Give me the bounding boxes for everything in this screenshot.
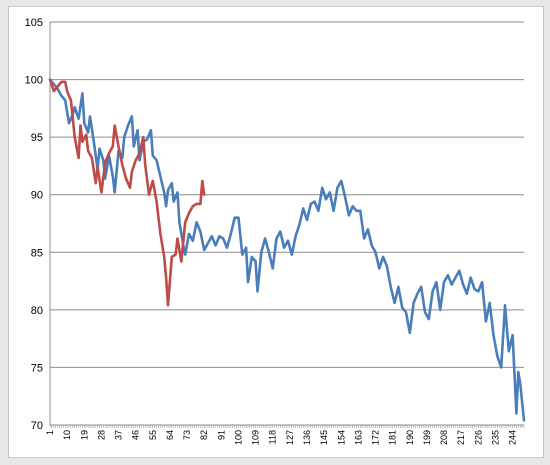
x-tick-label: 46 (131, 430, 141, 440)
x-tick-label: 1 (45, 430, 55, 435)
y-tick-label: 80 (31, 305, 43, 317)
x-tick-label: 10 (62, 430, 72, 440)
x-tick-label: 217 (456, 430, 466, 445)
x-tick-label: 100 (233, 430, 243, 445)
y-tick-label: 70 (31, 420, 43, 432)
x-tick-label: 244 (508, 430, 518, 445)
series-line-1 (48, 78, 526, 422)
x-tick-label: 190 (405, 430, 415, 445)
x-tick-label: 199 (422, 430, 432, 445)
x-tick-label: 127 (285, 430, 295, 445)
x-tick-label: 19 (79, 430, 89, 440)
x-tick-label: 226 (473, 430, 483, 445)
y-tick-label: 90 (31, 190, 43, 202)
x-tick-label: 37 (114, 430, 124, 440)
x-tick-label: 154 (336, 430, 346, 445)
y-tick-label: 100 (25, 75, 43, 87)
x-tick-label: 208 (439, 430, 449, 445)
x-tick-label: 55 (148, 430, 158, 440)
x-tick-label: 172 (371, 430, 381, 445)
x-tick-label: 91 (216, 430, 226, 440)
x-tick-label: 181 (388, 430, 398, 445)
y-tick-label: 85 (31, 247, 43, 259)
x-tick-label: 163 (353, 430, 363, 445)
x-tick-label: 235 (490, 430, 500, 445)
chart-area: 70 75 80 85 90 95 100 105 1 10 19 28 37 46 55 64 73 82 91 1… (8, 6, 544, 458)
x-tick-label: 82 (199, 430, 209, 440)
y-tick-label: 105 (25, 17, 43, 29)
x-tick-label: 145 (319, 430, 329, 445)
x-tick-label: 64 (165, 430, 175, 440)
x-tick-label: 118 (268, 430, 278, 444)
series-line-2 (48, 78, 206, 307)
x-tick-label: 73 (182, 430, 192, 440)
y-tick-label: 75 (31, 362, 43, 374)
x-tick-label: 28 (96, 430, 106, 440)
x-tick-label: 109 (251, 430, 261, 445)
x-tick-label: 136 (302, 430, 312, 445)
y-tick-label: 95 (31, 132, 43, 144)
